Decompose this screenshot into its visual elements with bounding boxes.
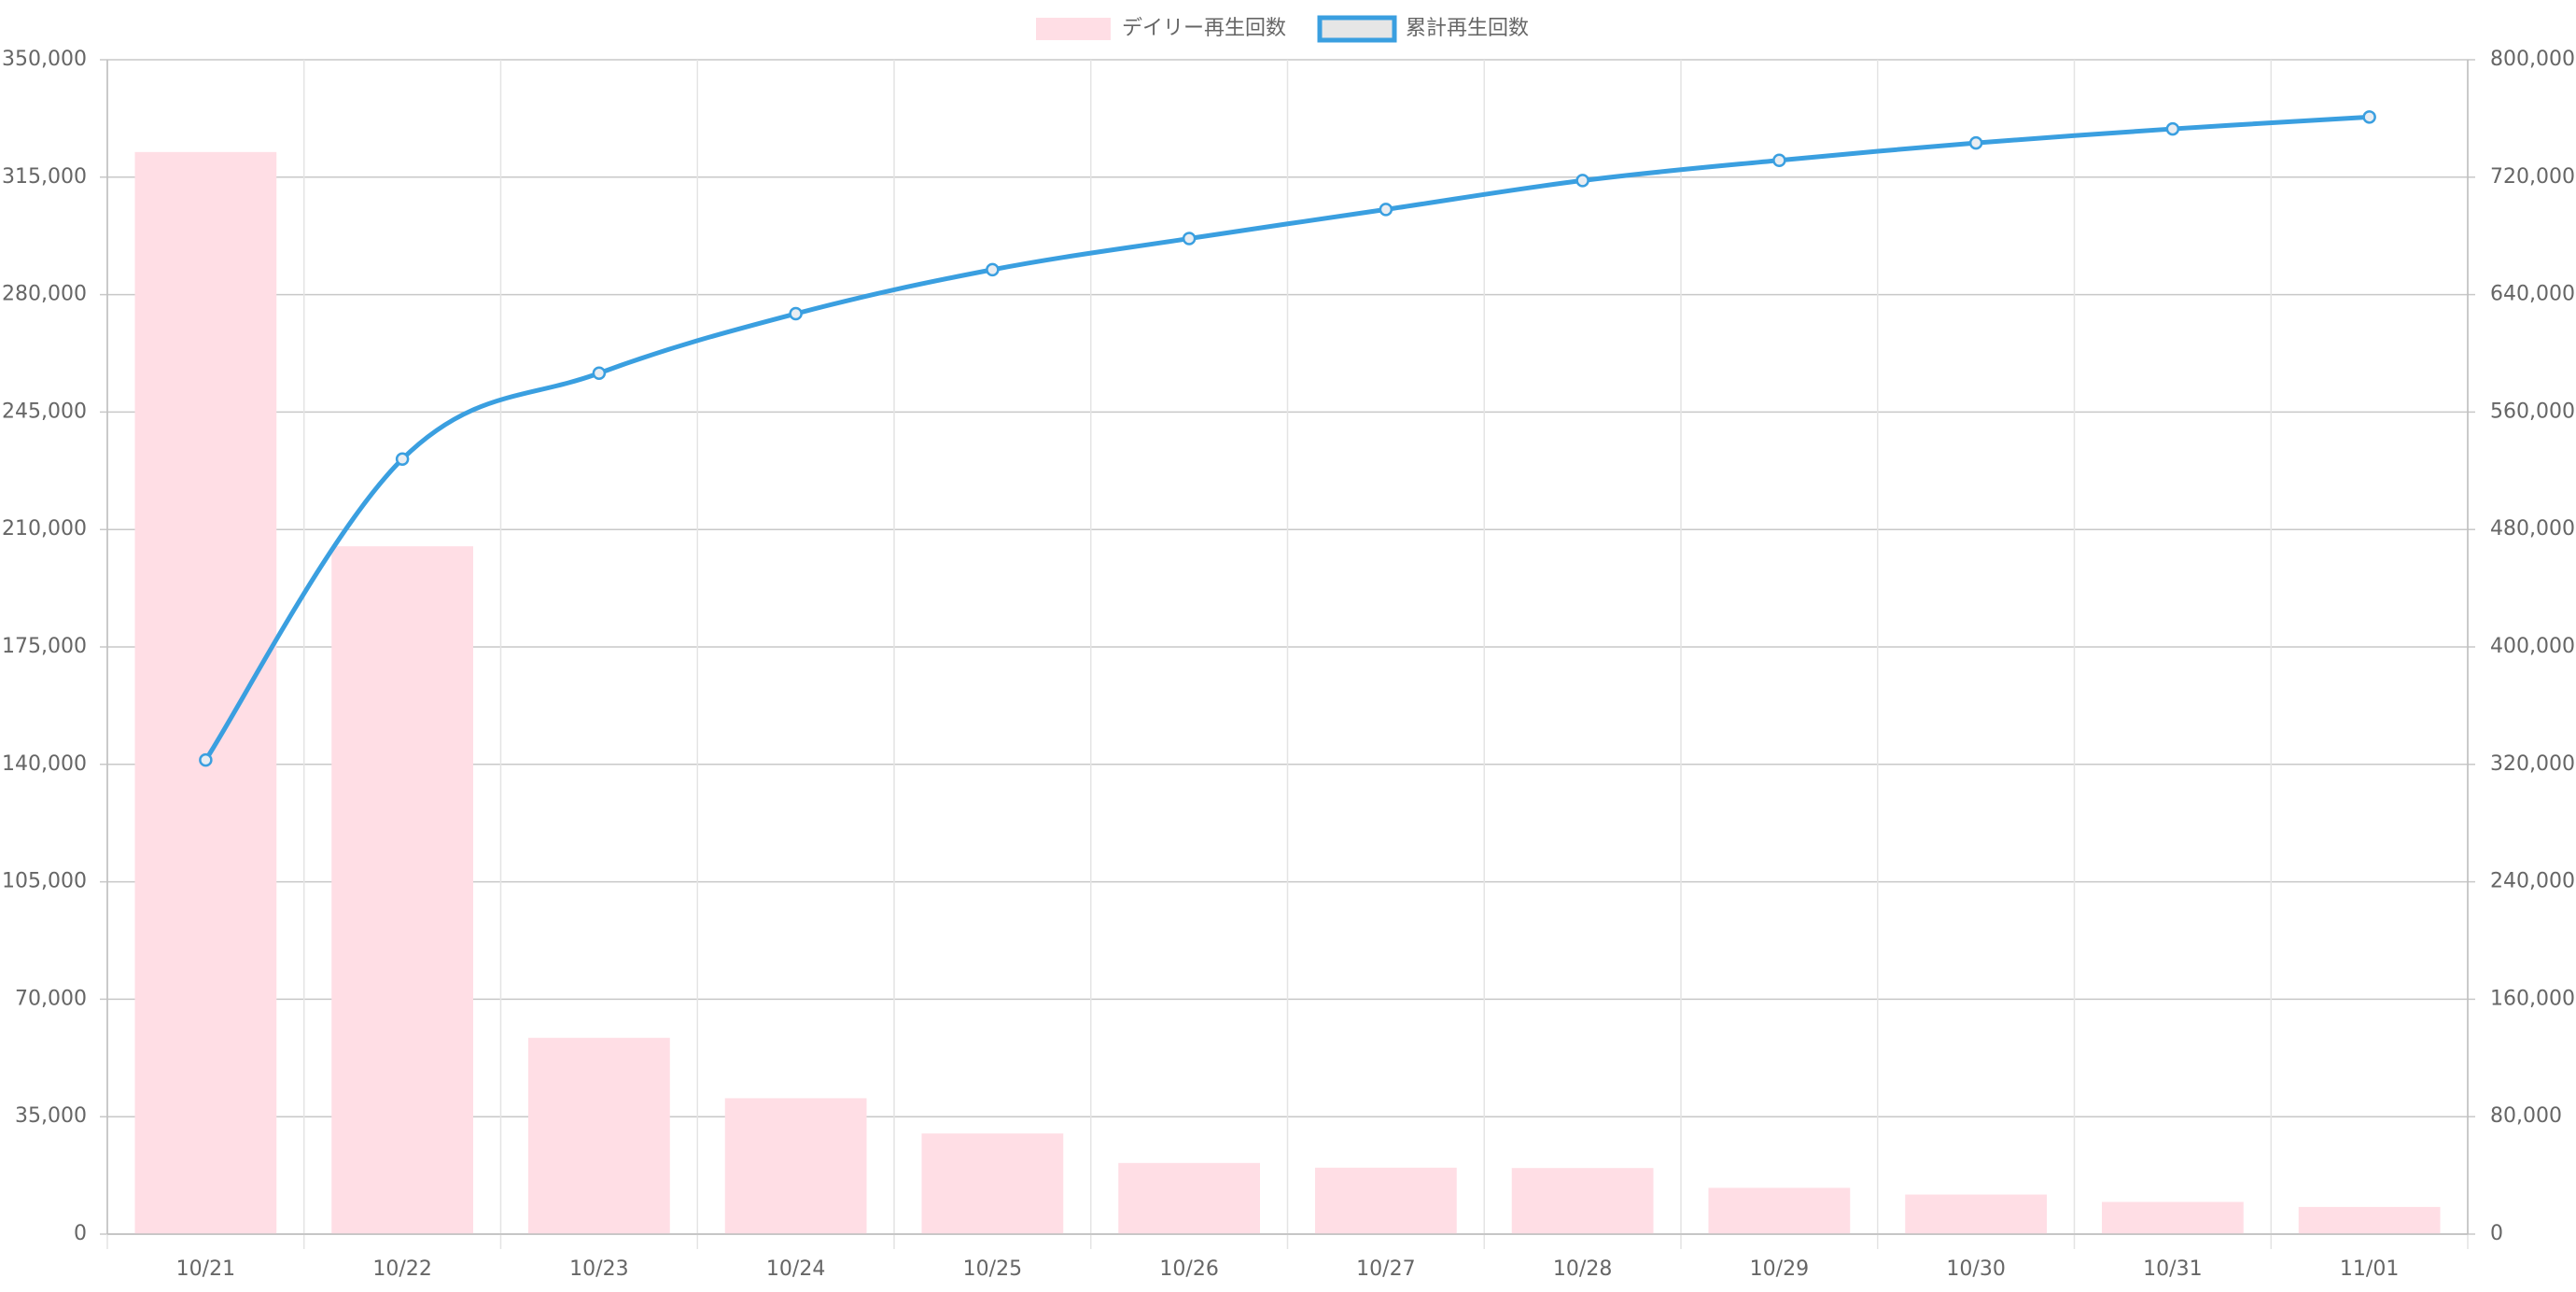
right-tick-label: 800,000 bbox=[2490, 48, 2575, 71]
left-tick-label: 175,000 bbox=[2, 635, 87, 658]
bar-daily-plays bbox=[1315, 1167, 1457, 1234]
right-tick-label: 320,000 bbox=[2490, 752, 2575, 776]
bar-daily-plays bbox=[134, 151, 277, 1234]
legend-label-cumulative-plays[interactable]: 累計再生回数 bbox=[1406, 17, 1529, 40]
cumulative-plays-line bbox=[199, 110, 2376, 767]
x-tick-label: 10/25 bbox=[963, 1257, 1022, 1281]
point-cumulative-plays bbox=[1182, 232, 1197, 246]
point-cumulative-plays bbox=[1379, 203, 1393, 217]
bar-daily-plays bbox=[2102, 1201, 2244, 1234]
left-tick-label: 35,000 bbox=[15, 1104, 87, 1128]
point-cumulative-plays bbox=[986, 262, 1000, 277]
x-tick-label: 10/22 bbox=[372, 1257, 431, 1281]
bar-daily-plays bbox=[1905, 1194, 2047, 1234]
right-tick-label: 480,000 bbox=[2490, 517, 2575, 541]
x-tick-label: 10/30 bbox=[1946, 1257, 2005, 1281]
legend-label-daily-plays[interactable]: デイリー再生回数 bbox=[1122, 17, 1286, 40]
left-tick-label: 315,000 bbox=[2, 165, 87, 189]
x-tick-label: 11/01 bbox=[2340, 1257, 2399, 1281]
line-cumulative-plays bbox=[203, 114, 2373, 763]
daily-plays-bars bbox=[134, 151, 2441, 1234]
legend: デイリー再生回数 累計再生回数 bbox=[1036, 15, 1529, 43]
right-tick-label: 240,000 bbox=[2490, 870, 2575, 893]
bar-daily-plays bbox=[1511, 1168, 1654, 1234]
legend-swatch-daily-plays[interactable] bbox=[1036, 18, 1111, 40]
left-tick-label: 245,000 bbox=[2, 400, 87, 423]
point-cumulative-plays bbox=[199, 752, 213, 767]
right-tick-label: 720,000 bbox=[2490, 165, 2575, 189]
point-cumulative-plays bbox=[789, 306, 803, 321]
x-tick-label: 10/26 bbox=[1159, 1257, 1218, 1281]
bar-daily-plays bbox=[2298, 1206, 2441, 1234]
x-tick-label: 10/28 bbox=[1553, 1257, 1612, 1281]
left-tick-label: 280,000 bbox=[2, 283, 87, 306]
right-tick-label: 80,000 bbox=[2490, 1104, 2562, 1128]
right-tick-label: 400,000 bbox=[2490, 635, 2575, 658]
axes: 0 0 35,000 80,000 70,000 160,000 105,000 240,00… bbox=[2, 48, 2575, 1281]
bar-daily-plays bbox=[921, 1133, 1064, 1234]
right-tick-label: 160,000 bbox=[2490, 987, 2575, 1010]
bar-daily-plays bbox=[1708, 1187, 1851, 1234]
x-tick-label: 10/27 bbox=[1356, 1257, 1415, 1281]
point-cumulative-plays bbox=[2165, 121, 2180, 136]
point-cumulative-plays bbox=[1968, 135, 1983, 150]
point-cumulative-plays bbox=[592, 366, 607, 380]
point-cumulative-plays bbox=[1575, 174, 1589, 188]
left-tick-label: 350,000 bbox=[2, 48, 87, 71]
left-tick-label: 210,000 bbox=[2, 517, 87, 541]
bar-daily-plays bbox=[331, 546, 473, 1234]
legend-swatch-cumulative-plays[interactable] bbox=[1317, 15, 1397, 43]
x-tick-label: 10/31 bbox=[2143, 1257, 2202, 1281]
bar-daily-plays bbox=[528, 1037, 670, 1234]
right-tick-label: 560,000 bbox=[2490, 400, 2575, 423]
x-tick-label: 10/23 bbox=[569, 1257, 628, 1281]
right-tick-label: 640,000 bbox=[2490, 283, 2575, 306]
x-tick-label: 10/29 bbox=[1750, 1257, 1809, 1281]
point-cumulative-plays bbox=[1772, 153, 1786, 167]
left-tick-label: 140,000 bbox=[2, 752, 87, 776]
x-tick-label: 10/24 bbox=[766, 1257, 825, 1281]
left-tick-label: 0 bbox=[74, 1222, 87, 1245]
point-cumulative-plays bbox=[395, 452, 410, 466]
point-cumulative-plays bbox=[2362, 110, 2376, 124]
bar-daily-plays bbox=[1118, 1162, 1260, 1234]
left-tick-label: 105,000 bbox=[2, 870, 87, 893]
left-tick-label: 70,000 bbox=[15, 987, 87, 1010]
bar-daily-plays bbox=[724, 1098, 867, 1234]
right-tick-label: 0 bbox=[2490, 1222, 2503, 1245]
x-tick-label: 10/21 bbox=[176, 1257, 235, 1281]
